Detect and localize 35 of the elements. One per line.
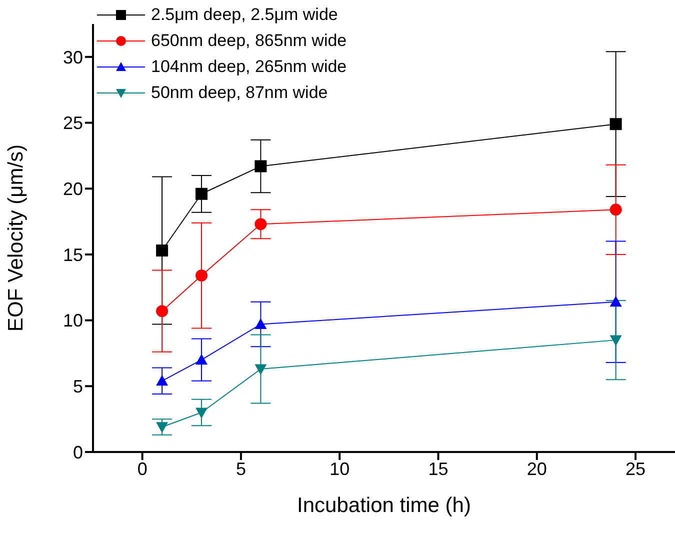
point (196, 188, 208, 200)
x-tick-label: 25 (626, 458, 646, 479)
point (254, 160, 267, 172)
y-tick-label: 0 (72, 442, 83, 462)
legend-label: 650nm deep, 865nm wide (151, 31, 347, 51)
point (196, 354, 208, 365)
point (156, 244, 168, 257)
x-axis-title: Incubation time (h) (297, 494, 471, 517)
x-tick-label: 0 (137, 458, 148, 479)
point (254, 318, 267, 330)
y-axis-title: EOF Velocity (μm/s) (4, 144, 28, 332)
point (156, 374, 168, 386)
y-tick-label: 5 (72, 376, 83, 397)
x-tick-label: 10 (330, 458, 350, 479)
point (610, 204, 622, 216)
legend-label: 104nm deep, 265nm wide (151, 57, 347, 77)
legend-label: 50nm deep, 87nm wide (151, 83, 328, 103)
legend-label: 2.5μm deep, 2.5μm wide (151, 5, 338, 25)
point (196, 270, 208, 282)
x-tick-label: 20 (526, 458, 547, 479)
point (610, 335, 622, 346)
point (254, 218, 267, 230)
x-tick-label: 15 (428, 458, 448, 479)
point (156, 422, 168, 433)
y-tick-label: 25 (62, 113, 83, 134)
point (196, 408, 208, 418)
y-tick-label: 30 (62, 47, 83, 68)
y-tick-label: 15 (62, 244, 83, 265)
y-tick-label: 10 (62, 310, 83, 331)
point (610, 296, 622, 307)
y-tick-label: 20 (62, 179, 83, 200)
point (254, 364, 267, 376)
point (610, 118, 622, 130)
point (156, 305, 168, 318)
x-tick-label: 5 (236, 458, 246, 479)
